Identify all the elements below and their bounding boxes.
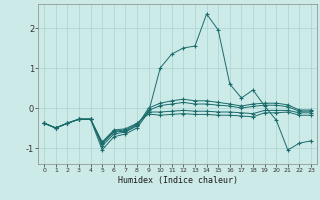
X-axis label: Humidex (Indice chaleur): Humidex (Indice chaleur): [118, 176, 238, 185]
